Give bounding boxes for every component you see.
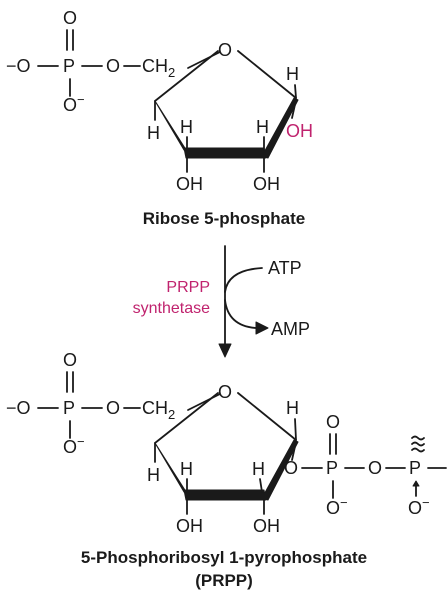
enzyme-label-line1: PRPP	[166, 279, 210, 296]
reaction-arrow: ATP AMP PRPP synthetase	[133, 245, 310, 358]
ring-o-c4-bond-b	[154, 392, 219, 444]
main-arrow-head	[218, 343, 232, 358]
c1-h-bond	[294, 84, 297, 99]
oh-c3: OH	[176, 174, 203, 194]
oh-c2: OH	[253, 174, 280, 194]
h-c2-b: H	[252, 459, 265, 479]
o-link: O	[284, 458, 298, 478]
o-bridge-pp: O	[368, 458, 382, 478]
phosphate-o-minus-left-b: −O	[6, 398, 31, 418]
h-c1-b: H	[286, 398, 299, 418]
phosphate-o-minus-bottom: O−	[63, 92, 85, 115]
h-c3-b: H	[180, 459, 193, 479]
amp-curve	[224, 299, 257, 329]
enzyme-label-line2: synthetase	[133, 300, 210, 317]
ring-o-c1-bond-b	[237, 392, 297, 441]
molecule-name-bottom-line2: (PRPP)	[195, 571, 253, 590]
h-c4: H	[147, 123, 160, 143]
ring-o-b: O	[218, 382, 232, 402]
h-c1: H	[286, 64, 299, 84]
molecule-name-top: Ribose 5-phosphate	[143, 209, 305, 228]
amp-label: AMP	[271, 319, 310, 339]
atp-label: ATP	[268, 258, 302, 278]
ch2-ring-bond	[187, 51, 221, 69]
oh-c1-highlight: OH	[286, 121, 313, 141]
ring-o-c4-bond	[154, 50, 219, 102]
phosphate-p: P	[63, 56, 75, 76]
phosphate-o-minus-left: −O	[6, 56, 31, 76]
phosphate-o-bridge-b: O	[106, 398, 120, 418]
molecule-name-bottom-line1: 5-Phosphoribosyl 1-pyrophosphate	[81, 548, 367, 567]
ring-bold-c3-c2-b	[183, 489, 267, 501]
ring-bold-c3-c2	[183, 147, 267, 159]
c1-o-bond-b	[291, 441, 297, 461]
phosphate-p-b: P	[63, 398, 75, 418]
ring-wedge-c2-c1	[261, 97, 299, 159]
p2-small-arrow	[412, 480, 420, 487]
p1: P	[326, 458, 338, 478]
ring-o-c1-bond	[237, 50, 297, 99]
h-c2: H	[256, 117, 269, 137]
p1-o-minus: O−	[326, 495, 348, 518]
phosphate-o-bridge: O	[106, 56, 120, 76]
ch2-ring-bond-b	[187, 393, 221, 411]
c1-oh-bond	[291, 99, 297, 119]
ribose-5-phosphate-structure: O −O P O CH2 O− O H H H OH OH H	[6, 8, 313, 194]
prpp-structure: O −O P O CH2 O− O H H H OH OH H O	[6, 350, 447, 536]
h-c3: H	[180, 117, 193, 137]
phosphate-o-top-b: O	[63, 350, 77, 370]
phosphate-o-minus-bottom-b: O−	[63, 434, 85, 457]
amp-arrow-head	[255, 321, 269, 335]
ch2-group: CH2	[142, 56, 175, 80]
p2-squiggle-bond	[411, 435, 425, 453]
p2: P	[409, 458, 421, 478]
c1-h-bond-b	[294, 418, 297, 441]
phosphate-o-top: O	[63, 8, 77, 28]
atp-curve	[224, 267, 263, 293]
c2-h-bond-b	[259, 478, 263, 493]
p1-o-top: O	[326, 412, 340, 432]
ring-wedge-c2-c1-b	[261, 439, 299, 501]
p2-o-minus: O−	[408, 495, 430, 518]
h-c4-b: H	[147, 465, 160, 485]
ch2-group-b: CH2	[142, 398, 175, 422]
oh-c3-b: OH	[176, 516, 203, 536]
oh-c2-b: OH	[253, 516, 280, 536]
ring-o: O	[218, 40, 232, 60]
